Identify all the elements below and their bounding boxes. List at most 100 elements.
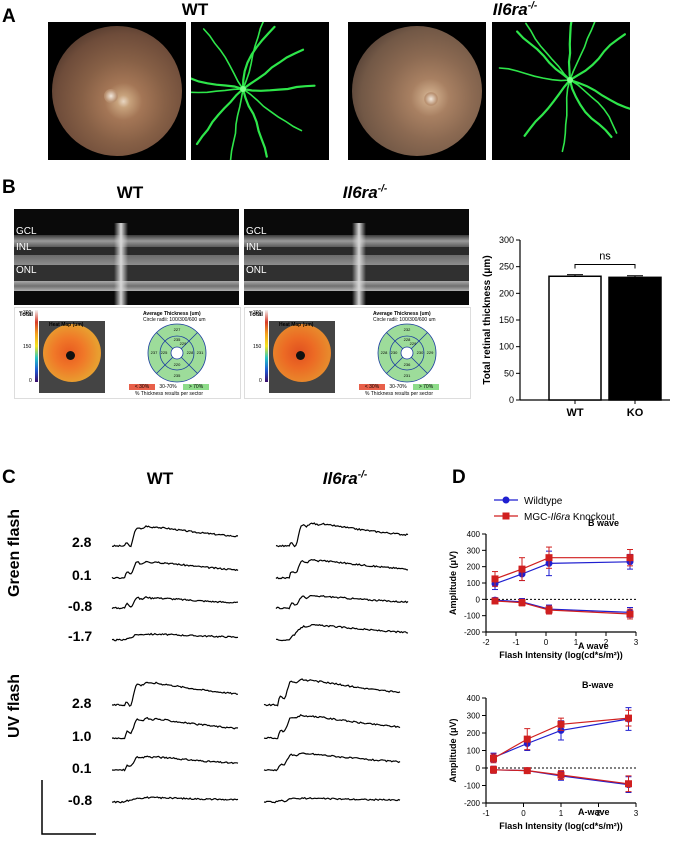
retinal-vessel bbox=[229, 88, 244, 160]
etdrs-sector-value: 225 bbox=[161, 350, 168, 355]
data-point bbox=[490, 766, 497, 774]
etdrs-inner-ring bbox=[389, 335, 425, 371]
bar-y-tick-label: 0 bbox=[509, 395, 514, 405]
ko-total-label: Total bbox=[249, 312, 263, 318]
erg-trace bbox=[275, 595, 409, 610]
erg-trace bbox=[275, 624, 409, 642]
retinal-vessel bbox=[568, 33, 626, 82]
wt-thickness-subtitle: Circle radii: 100/300/600 um bbox=[143, 317, 206, 323]
erg-trace bbox=[111, 716, 239, 740]
series-line bbox=[494, 561, 631, 585]
ko-fundus-image bbox=[348, 22, 486, 160]
retinal-vessel bbox=[523, 78, 572, 137]
bar-y-tick-label: 300 bbox=[499, 235, 514, 245]
uv-intensity-1: 2.8 bbox=[72, 695, 92, 711]
wt-angiogram-image bbox=[191, 22, 329, 160]
green-intensity-4: -1.7 bbox=[68, 628, 93, 644]
line-y-tick-label: -200 bbox=[464, 628, 481, 637]
wt-oct-layer-gcl: GCL bbox=[16, 226, 37, 237]
line-y-tick-label: 0 bbox=[476, 595, 481, 604]
etdrs-sector-value: 232 bbox=[404, 327, 411, 332]
ko-thickness-title: Average Thickness (um) bbox=[373, 311, 431, 317]
bar-x-label: WT bbox=[566, 407, 583, 419]
ko-legend-caption: % Thickness results per sector bbox=[365, 391, 433, 397]
data-point bbox=[523, 735, 531, 743]
line-x-tick-label: -1 bbox=[512, 638, 520, 647]
ko-thickness-maps: Total 300 150 0 Heat Map (um) Average Th… bbox=[244, 307, 471, 399]
retinal-vessel bbox=[195, 87, 245, 146]
data-point bbox=[518, 599, 526, 607]
wt-heatmap bbox=[39, 321, 105, 393]
line-x-axis-label: Flash Intensity (log(cd*s/m²)) bbox=[499, 821, 623, 831]
retinal-vessel bbox=[561, 79, 571, 153]
ko-heatmap-title: Heat Map (um) bbox=[279, 322, 314, 328]
etdrs-sector-value: 231 bbox=[404, 373, 411, 378]
panel-b-wt-title: WT bbox=[116, 183, 144, 202]
legend-ko-marker bbox=[502, 512, 510, 520]
wt-total-label: Total bbox=[19, 312, 33, 318]
panel-b-label: B bbox=[2, 177, 16, 198]
line-x-tick-label: 0 bbox=[544, 638, 549, 647]
wt-thickness-maps: Total 300 150 0 Heat Map (um) Average Th… bbox=[14, 307, 241, 399]
green-intensity-2: 0.1 bbox=[72, 567, 92, 583]
a-wave-label: A wave bbox=[578, 641, 609, 651]
panel-a-wt-title: WT bbox=[181, 0, 209, 19]
bar-y-tick-label: 150 bbox=[499, 315, 514, 325]
line-y-tick-label: 100 bbox=[467, 747, 481, 756]
etdrs-sector-value: 229 bbox=[427, 350, 434, 355]
bar-y-tick-label: 200 bbox=[499, 288, 514, 298]
data-point bbox=[490, 754, 497, 762]
panel-c-ko-title: Il6ra-/- bbox=[322, 469, 368, 488]
panel-d-label: D bbox=[452, 467, 466, 488]
bar-y-tick-label: 100 bbox=[499, 342, 514, 352]
erg-traces bbox=[41, 522, 409, 835]
erg-trace bbox=[263, 752, 401, 772]
wt-heatmap-title: Heat Map (um) bbox=[49, 322, 84, 328]
panel-b-ko-title: Il6ra-/- bbox=[342, 183, 388, 202]
wt-scale-tick-top: 300 bbox=[23, 310, 32, 316]
etdrs-divider bbox=[180, 356, 198, 374]
erg-trace bbox=[111, 632, 239, 642]
ko-oct-scan: GCL INL ONL bbox=[244, 209, 469, 305]
retinal-vessel bbox=[241, 48, 305, 91]
data-point bbox=[625, 714, 632, 722]
etdrs-sector-value: 236 bbox=[404, 362, 411, 367]
retinal-vessel bbox=[242, 88, 303, 132]
data-point bbox=[545, 554, 553, 562]
etdrs-sector-value: 228 bbox=[381, 350, 388, 355]
retinal-vessel bbox=[568, 78, 630, 110]
ko-angiogram-image bbox=[492, 22, 630, 160]
erg-trace bbox=[111, 755, 239, 772]
etdrs-inner-ring bbox=[159, 335, 195, 371]
retinal-vessel bbox=[242, 22, 265, 90]
panel-a-ko-title: Il6ra-/- bbox=[492, 0, 538, 19]
wt-oct-layer-inl: INL bbox=[16, 242, 32, 253]
etdrs-center bbox=[400, 346, 414, 360]
ko-oct-layer-onl: ONL bbox=[246, 265, 267, 276]
erg-scale-bar bbox=[41, 780, 96, 835]
green-intensity-1: 2.8 bbox=[72, 534, 92, 550]
etdrs-sector-value: 228 bbox=[187, 350, 194, 355]
series-line bbox=[493, 717, 629, 759]
data-point bbox=[491, 597, 499, 605]
uv-intensity-4: -0.8 bbox=[68, 792, 93, 808]
wt-legend-low: < 30% bbox=[129, 384, 155, 390]
retinal-vessel bbox=[191, 77, 245, 91]
data-point bbox=[518, 565, 526, 573]
panel-c-wt-title: WT bbox=[146, 469, 174, 488]
etdrs-divider bbox=[410, 332, 428, 350]
ko-heatmap bbox=[269, 321, 335, 393]
line-x-tick-label: 1 bbox=[574, 638, 579, 647]
wt-color-scale bbox=[35, 310, 38, 382]
bar-y-tick-label: 50 bbox=[504, 368, 514, 378]
a-wave-label: A-wave bbox=[578, 807, 610, 817]
bar-x-label: KO bbox=[627, 407, 644, 419]
wt-scale-tick-mid: 150 bbox=[23, 344, 32, 350]
line-y-tick-label: 200 bbox=[467, 729, 481, 738]
series-line bbox=[494, 599, 631, 613]
etdrs-divider bbox=[386, 356, 404, 374]
legend-wt-marker bbox=[502, 496, 510, 504]
uv-intensity-3: 0.1 bbox=[72, 760, 92, 776]
